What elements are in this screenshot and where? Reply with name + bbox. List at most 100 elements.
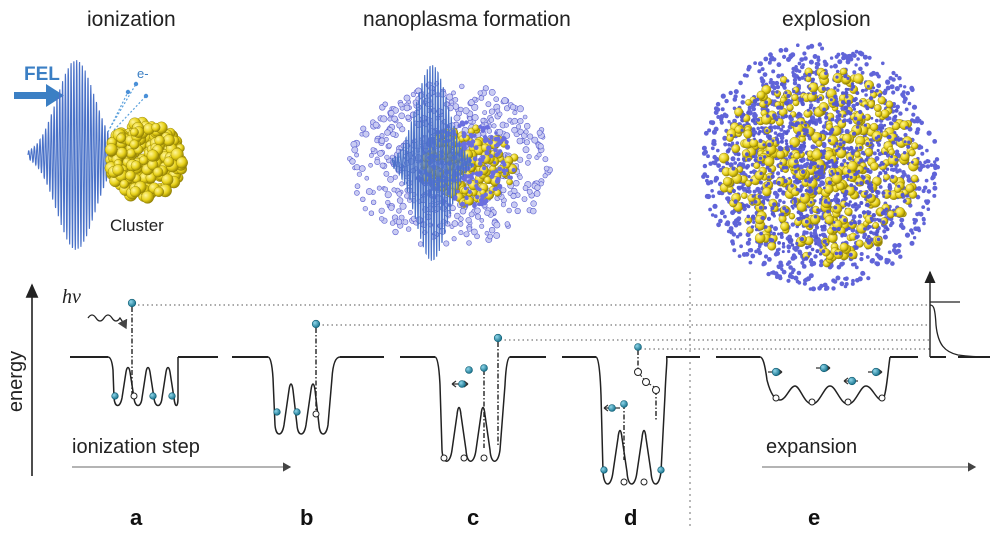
particle	[865, 238, 869, 242]
particle	[830, 56, 833, 59]
particle	[882, 191, 886, 195]
particle	[475, 208, 481, 214]
particle	[766, 198, 769, 201]
particle	[739, 244, 743, 248]
particle	[910, 241, 915, 246]
particle	[504, 123, 508, 127]
particle	[797, 76, 800, 79]
particle	[724, 114, 729, 119]
particle	[860, 271, 865, 276]
particle	[752, 195, 755, 198]
particle	[486, 125, 490, 129]
particle	[791, 271, 794, 274]
particle	[754, 158, 758, 162]
particle	[416, 88, 422, 94]
particle	[830, 65, 833, 68]
particle	[464, 120, 468, 124]
particle	[706, 154, 710, 158]
particle	[379, 208, 385, 214]
particle	[723, 177, 732, 186]
particle	[130, 128, 138, 136]
particle	[507, 175, 511, 179]
particle	[879, 185, 883, 189]
particle	[836, 157, 839, 160]
particle	[852, 214, 857, 219]
particle	[744, 130, 753, 139]
particle	[855, 235, 859, 239]
particle	[489, 154, 493, 158]
particle	[513, 180, 519, 186]
particle	[511, 202, 517, 208]
particle	[835, 76, 838, 79]
expansion-label: expansion	[766, 436, 857, 459]
particle	[804, 124, 807, 127]
particle	[776, 274, 780, 278]
particle	[459, 230, 463, 234]
particle	[922, 164, 925, 167]
particle	[875, 232, 879, 236]
particle	[920, 152, 924, 156]
particle	[389, 110, 395, 116]
particle	[732, 248, 736, 252]
particle	[905, 233, 910, 238]
particle	[400, 127, 405, 132]
particle	[385, 155, 390, 160]
particle	[517, 138, 523, 144]
particle	[523, 186, 528, 191]
particle	[890, 221, 894, 225]
particle	[836, 89, 839, 92]
particle	[725, 197, 729, 201]
particle	[843, 175, 846, 178]
particle	[864, 158, 868, 162]
particle	[851, 152, 854, 155]
particle	[836, 53, 840, 57]
particle	[821, 174, 824, 177]
particle	[116, 148, 127, 159]
particle	[453, 97, 458, 102]
particle	[745, 152, 749, 156]
particle	[810, 258, 814, 262]
particle	[933, 160, 936, 163]
particle	[864, 62, 868, 66]
particle	[737, 152, 741, 156]
particle	[131, 161, 141, 171]
particle	[911, 161, 914, 164]
particle	[927, 189, 932, 194]
particle	[894, 137, 898, 141]
particle	[751, 118, 755, 122]
particle	[840, 68, 847, 75]
particle	[767, 176, 770, 179]
particle	[452, 237, 456, 241]
particle	[849, 253, 853, 257]
particle	[408, 210, 412, 214]
particle	[465, 204, 468, 207]
particle	[765, 105, 768, 108]
particle	[800, 121, 803, 124]
particle	[406, 115, 411, 120]
particle	[525, 160, 530, 165]
particle	[927, 207, 931, 211]
particle	[406, 227, 411, 232]
particle	[734, 199, 738, 203]
particle	[496, 109, 500, 113]
particle	[777, 62, 782, 67]
particle	[871, 219, 874, 222]
particle	[846, 162, 849, 165]
particle	[176, 157, 187, 168]
particle	[903, 199, 906, 202]
particle	[742, 204, 746, 208]
particle	[877, 238, 881, 242]
particle	[369, 163, 373, 167]
particle	[791, 243, 795, 247]
particle	[403, 220, 408, 225]
particle	[809, 106, 812, 109]
particle	[782, 190, 785, 193]
particle	[703, 164, 707, 168]
particle	[486, 145, 491, 150]
particle	[867, 235, 870, 238]
particle	[492, 124, 496, 128]
particle	[816, 208, 820, 212]
particle	[483, 139, 487, 143]
particle	[830, 128, 834, 132]
particle	[740, 100, 745, 105]
